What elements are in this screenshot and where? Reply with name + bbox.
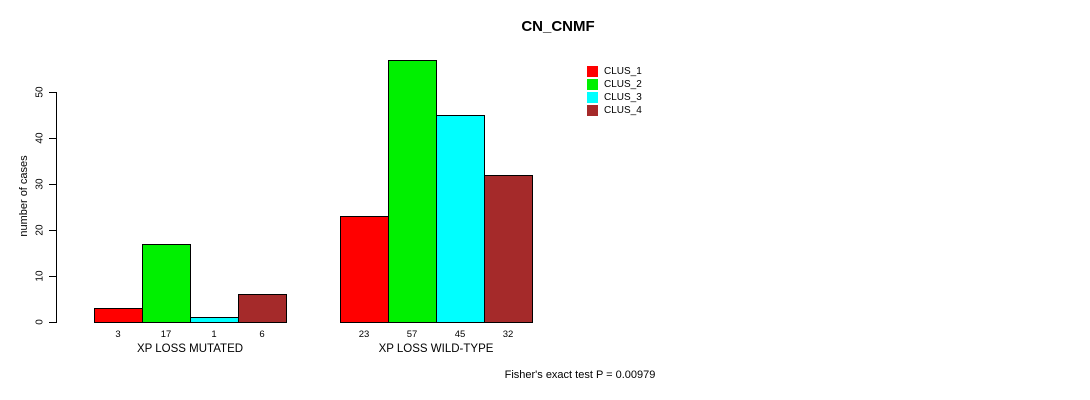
legend-item-clus_2: CLUS_2 <box>587 78 642 91</box>
legend-item-clus_3: CLUS_3 <box>587 91 642 104</box>
bar-clus_4 <box>484 175 533 323</box>
bar-clus_2 <box>142 244 191 323</box>
category-label: XP LOSS WILD-TYPE <box>378 343 494 355</box>
y-tick-label: 40 <box>34 132 46 144</box>
y-tick-mark <box>49 276 56 277</box>
y-tick-mark <box>49 322 56 323</box>
legend-label: CLUS_2 <box>604 79 642 90</box>
y-axis-line <box>56 92 57 323</box>
bar-clus_3 <box>190 317 239 323</box>
bar-value-label: 3 <box>115 329 121 340</box>
y-tick-mark <box>49 138 56 139</box>
legend-swatch-icon <box>587 79 598 90</box>
y-tick-label: 30 <box>34 178 46 190</box>
chart-title: CN_CNMF <box>521 18 595 35</box>
legend-label: CLUS_4 <box>604 105 642 116</box>
bar-clus_3 <box>436 115 485 323</box>
bar-value-label: 23 <box>358 329 370 340</box>
legend-item-clus_4: CLUS_4 <box>587 104 642 117</box>
bar-clus_2 <box>388 60 437 323</box>
bar-clus_1 <box>340 216 389 323</box>
annotation-text: Fisher's exact test P = 0.00979 <box>504 369 656 381</box>
legend-label: CLUS_3 <box>604 92 642 103</box>
y-tick-label: 20 <box>34 224 46 236</box>
bar-value-label: 57 <box>406 329 418 340</box>
bar-value-label: 32 <box>502 329 514 340</box>
y-tick-label: 0 <box>34 319 46 325</box>
bar-value-label: 45 <box>454 329 466 340</box>
category-label: XP LOSS MUTATED <box>136 343 244 355</box>
legend-swatch-icon <box>587 105 598 116</box>
bar-clus_1 <box>94 308 143 323</box>
legend-label: CLUS_1 <box>604 66 642 77</box>
y-tick-mark <box>49 184 56 185</box>
y-axis-label: number of cases <box>18 155 30 237</box>
legend-swatch-icon <box>587 92 598 103</box>
bar-clus_4 <box>238 294 287 323</box>
legend: CLUS_1 CLUS_2 CLUS_3 CLUS_4 <box>587 65 642 117</box>
y-tick-mark <box>49 230 56 231</box>
y-tick-label: 10 <box>34 270 46 282</box>
y-tick-mark <box>49 92 56 93</box>
legend-swatch-icon <box>587 66 598 77</box>
bar-value-label: 17 <box>160 329 172 340</box>
y-tick-label: 50 <box>34 86 46 98</box>
bar-value-label: 6 <box>259 329 265 340</box>
legend-item-clus_1: CLUS_1 <box>587 65 642 78</box>
bar-value-label: 1 <box>211 329 217 340</box>
